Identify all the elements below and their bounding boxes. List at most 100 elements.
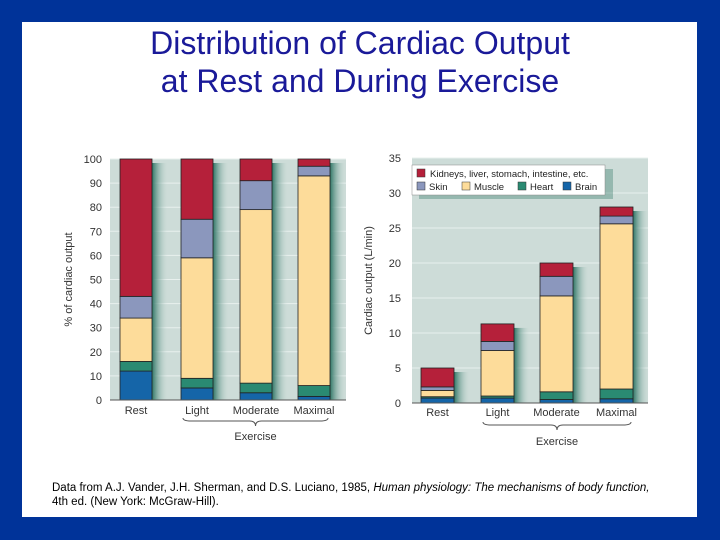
bar-shadow [330,163,346,400]
y-tick-label: 25 [389,223,401,235]
percent-chart: 0 10 20 30 40 50 60 70 80 90 100 % of cardiac outpu… [63,154,346,443]
bar-segment-heart [297,385,331,397]
bar-segment-skin [539,275,574,297]
y-tick-label: 80 [90,202,102,214]
bar-segment-skin [599,215,634,225]
bar-segment-kidneys [480,323,515,342]
title-line-1: Distribution of Cardiac Output [150,25,570,61]
x-category-label: Maximal [596,407,637,419]
bar-segment-skin [180,218,214,259]
bar-shadow [573,267,589,403]
exercise-brace [482,421,632,431]
bar-segment-kidneys [180,158,214,220]
x-category-label: Light [185,405,209,417]
legend-label: Heart [530,182,554,193]
bar-segment-muscle [420,389,455,398]
y-tick-label: 0 [395,398,401,410]
liters-chart: 0 5 10 15 20 25 30 35 Cardiac output (L/min) Rest… [363,153,649,448]
legend-box [411,164,606,196]
bar-segment-muscle [599,223,634,390]
legend-label: Skin [429,182,447,193]
x-category-label: Rest [426,407,449,419]
bar-segment-skin [297,165,331,177]
bar-segment-skin [420,386,455,391]
y-tick-label: 10 [389,328,401,340]
bar-segment-kidneys [599,206,634,217]
bar-segment-kidneys [539,262,574,277]
bar-segment-kidneys [119,158,153,297]
y-tick-label: 90 [90,178,102,190]
y-tick-label: 70 [90,226,102,238]
legend: Kidneys, liver, stomach, intestine, etc.… [411,164,613,199]
bar-segment-brain [539,399,574,404]
bar-segment-heart [119,361,153,372]
x-category-label: Light [486,407,510,419]
y-tick-label: 35 [389,153,401,165]
y-axis-label: % of cardiac output [63,232,75,326]
y-tick-label: 30 [90,323,102,335]
bar-segment-muscle [180,257,214,379]
bar-segment-brain [119,370,153,401]
legend-label: Kidneys, liver, stomach, intestine, etc. [430,169,588,180]
bar-segment-heart [599,388,634,400]
bar-segment-heart [239,382,273,394]
legend-swatch [461,181,471,191]
slide-title: Distribution of Cardiac Output at Rest a… [0,24,720,100]
caption-text: Data from A.J. Vander, J.H. Sherman, and… [52,482,374,494]
bar-segment-brain [420,397,455,404]
bar-segment-heart [180,377,214,389]
y-tick-label: 50 [90,275,102,287]
bar-segment-skin [239,180,273,211]
legend-swatch [416,168,426,178]
source-caption: Data from A.J. Vander, J.H. Sherman, and… [52,481,652,509]
bar-segment-brain [239,392,273,401]
y-tick-label: 20 [90,347,102,359]
bar-segment-brain [180,387,214,401]
bar-segment-muscle [480,350,515,397]
legend-label: Muscle [474,182,504,193]
y-tick-label: 60 [90,250,102,262]
y-tick-label: 5 [395,363,401,375]
bar-segment-muscle [539,295,574,393]
legend-swatch [416,181,426,191]
y-tick-label: 15 [389,293,401,305]
legend-label: Brain [575,182,597,193]
x-category-label: Rest [125,405,148,417]
bar-shadow [633,211,649,403]
bar-shadow [213,163,229,400]
legend-swatch [517,181,527,191]
bar-segment-muscle [297,175,331,386]
y-tick-label: 100 [84,154,102,166]
exercise-group-label: Exercise [536,436,578,448]
exercise-brace [182,417,329,427]
y-tick-label: 10 [90,371,102,383]
bar-shadow [454,372,470,403]
title-line-2: at Rest and During Exercise [160,63,560,99]
bar-shadow [272,163,288,400]
y-tick-label: 0 [96,395,102,407]
caption-edition: 4th ed. (New York: McGraw-Hill). [52,496,219,508]
exercise-group-label: Exercise [234,431,276,443]
bar-shadow [152,163,168,400]
bar-segment-heart [539,391,574,400]
bar-segment-kidneys [239,158,273,182]
bar-segment-brain [297,395,331,401]
bar-segment-brain [599,398,634,404]
bar-segment-muscle [119,317,153,362]
bar-segment-brain [480,397,515,404]
x-category-label: Moderate [533,407,579,419]
caption-book-title: Human physiology: The mechanisms of body… [373,482,650,494]
y-tick-label: 20 [389,258,401,270]
bar-segment-kidneys [420,367,455,388]
x-category-label: Moderate [233,405,279,417]
bar-segment-kidneys [297,158,331,167]
bar-shadow [514,327,530,403]
y-tick-label: 40 [90,299,102,311]
y-axis-label: Cardiac output (L/min) [363,226,375,335]
bar-segment-skin [119,295,153,319]
bar-segment-skin [480,340,515,351]
legend-swatch [562,181,572,191]
y-tick-label: 30 [389,188,401,200]
bar-segment-muscle [239,209,273,384]
